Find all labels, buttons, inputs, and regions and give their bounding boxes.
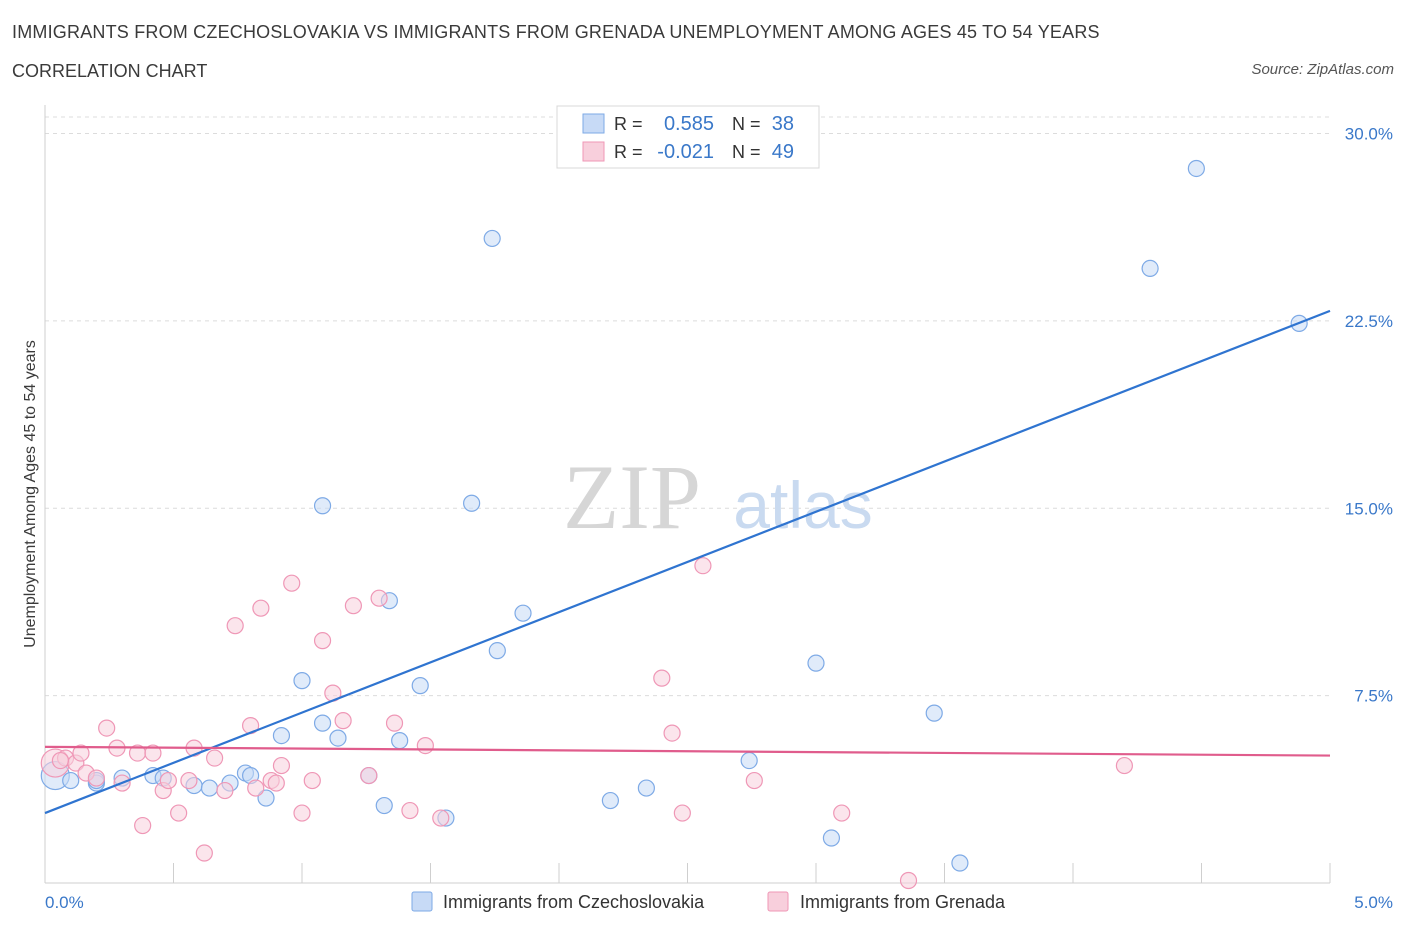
point-grenada [72,744,90,762]
x-tick-label-min: 0.0% [45,893,84,912]
point-grenada [745,771,763,790]
y-tick-label: 15.0% [1345,499,1393,518]
x-axis-tick-labels: 0.0% 5.0% [45,893,1393,912]
point-grenada [195,844,213,862]
x-axis-ticks [44,863,1331,883]
point-czechoslovakia [951,854,969,872]
x-tick-label-max: 5.0% [1354,893,1393,912]
series-legend: Immigrants from Czechoslovakia Immigrant… [411,891,1006,912]
point-grenada [272,756,291,775]
chart-title: IMMIGRANTS FROM CZECHOSLOVAKIA VS IMMIGR… [12,22,1100,42]
watermark-zip: ZIP [563,446,701,548]
stats-n-value-2: 49 [772,141,794,163]
y-tick-label: 7.5% [1354,687,1393,706]
point-czechoslovakia [272,726,291,745]
point-grenada [159,771,177,790]
zipatlas-watermark: ZIP atlas [563,446,873,548]
point-grenada [206,749,224,767]
point-czechoslovakia [463,494,481,512]
point-grenada [385,714,404,732]
stats-r-label-2: R = [614,142,643,162]
point-grenada [694,557,712,575]
stats-r-value-1: 0.585 [664,113,714,135]
point-grenada [226,617,244,635]
watermark-atlas: atlas [733,468,872,542]
point-grenada [416,736,434,755]
point-czechoslovakia [807,654,825,672]
point-grenada [663,724,681,742]
point-czechoslovakia [925,704,943,722]
point-grenada [360,766,378,785]
point-grenada [252,599,270,617]
stats-r-label-1: R = [614,114,643,134]
point-czechoslovakia [488,642,506,660]
stats-n-label-2: N = [732,142,761,162]
point-grenada [334,712,352,730]
point-czechoslovakia [313,714,332,732]
point-grenada [303,771,321,790]
point-czechoslovakia [375,796,393,815]
point-grenada [170,804,188,822]
point-czechoslovakia [313,497,332,515]
point-grenada [833,804,851,822]
point-czechoslovakia [200,779,219,797]
point-grenada [432,809,450,827]
point-grenada [283,574,301,592]
point-czechoslovakia [62,771,80,790]
point-grenada [653,669,671,687]
point-czechoslovakia [637,779,655,797]
point-czechoslovakia [740,751,758,770]
chart-subtitle: CORRELATION CHART [12,61,208,81]
source-credit: Source: ZipAtlas.com [1251,61,1394,78]
point-grenada [899,871,918,890]
point-grenada [51,751,70,770]
point-grenada [134,816,152,835]
stats-legend: R = 0.585 N = 38 R = -0.021 N = 49 [556,105,820,169]
stats-r-value-2: -0.021 [657,141,714,163]
legend-swatch-grenada [582,141,605,162]
point-czechoslovakia [514,604,532,622]
y-axis-tick-labels: 7.5% 15.0% 22.5% 30.0% [1345,125,1393,706]
grid-lines [45,116,1330,697]
point-grenada [216,781,234,800]
trend-line-czechoslovakia [44,309,1331,815]
series-legend-swatch-grenada [767,891,789,912]
point-grenada [144,744,162,762]
stats-n-value-1: 38 [772,113,794,135]
y-tick-label: 30.0% [1345,125,1393,144]
series-legend-label-grenada: Immigrants from Grenada [800,892,1006,912]
series-legend-label-czechoslovakia: Immigrants from Czechoslovakia [443,892,705,912]
y-tick-label: 22.5% [1345,312,1393,331]
point-czechoslovakia [293,672,311,690]
point-grenada [98,719,116,737]
point-grenada [673,804,691,822]
point-grenada [247,779,265,797]
trend-line-grenada [44,745,1331,757]
point-czechoslovakia [483,229,501,248]
y-axis-label: Unemployment Among Ages 45 to 54 years [22,340,39,648]
point-czechoslovakia [822,829,841,847]
point-czechoslovakia [1187,159,1205,178]
point-grenada [401,801,419,820]
point-grenada [313,632,332,650]
point-czechoslovakia [329,729,347,747]
point-grenada [344,597,362,615]
point-czechoslovakia [1141,259,1159,278]
y-axis-label-group: Unemployment Among Ages 45 to 54 years [22,340,39,648]
point-czechoslovakia [601,791,620,810]
series-legend-swatch-czechoslovakia [411,891,433,912]
point-grenada [87,769,106,787]
point-grenada [293,804,311,822]
point-czechoslovakia [391,731,409,750]
point-czechoslovakia [411,677,429,695]
point-czechoslovakia [257,789,275,807]
legend-swatch-czechoslovakia [582,113,605,134]
trend-lines [44,309,1331,815]
point-grenada [370,589,388,607]
point-grenada [1115,756,1134,775]
point-grenada [267,774,285,792]
stats-n-label-1: N = [732,114,761,134]
point-grenada [180,771,198,790]
